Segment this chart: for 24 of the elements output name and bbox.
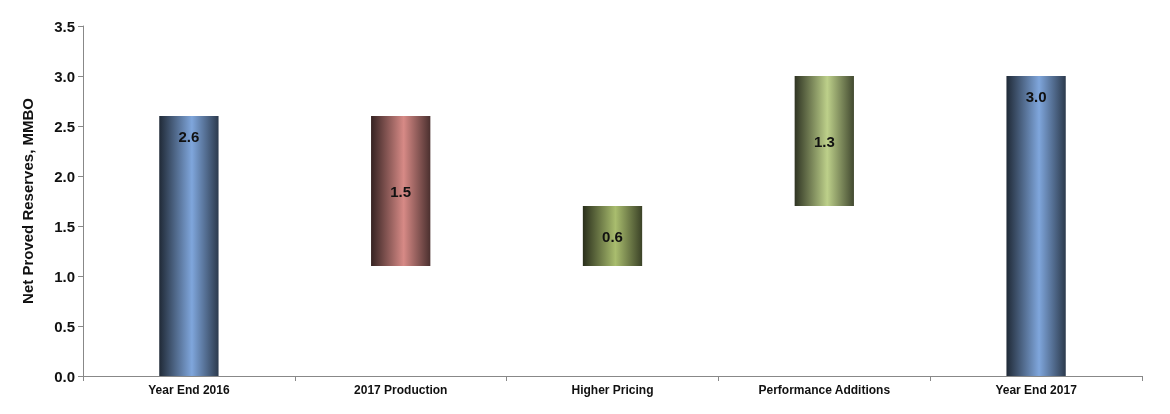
data-label: 2.6 bbox=[178, 127, 200, 145]
data-label: 1.3 bbox=[813, 132, 835, 150]
x-tick-label: 2017 Production bbox=[354, 383, 448, 397]
bar bbox=[371, 116, 431, 266]
y-tick-label: 0.0 bbox=[54, 367, 75, 385]
y-tick-label: 3.5 bbox=[54, 17, 75, 35]
data-label: 0.6 bbox=[602, 227, 623, 245]
y-tick-label: 2.0 bbox=[54, 167, 75, 185]
bar bbox=[582, 206, 643, 266]
x-tick-label: Year End 2017 bbox=[995, 383, 1078, 397]
data-label: 3.0 bbox=[1025, 87, 1047, 105]
y-tick-label: 1.0 bbox=[54, 267, 75, 285]
bar bbox=[1006, 76, 1066, 376]
y-tick-label: 1.5 bbox=[54, 217, 75, 235]
bar bbox=[794, 76, 854, 206]
bar bbox=[159, 116, 219, 376]
y-tick-label: 3.0 bbox=[54, 67, 75, 85]
y-tick-label: 2.5 bbox=[54, 117, 75, 135]
y-axis-title: Net Proved Reserves, MMBO bbox=[19, 97, 36, 304]
x-tick-label: Performance Additions bbox=[758, 383, 891, 397]
data-label: 1.5 bbox=[390, 182, 412, 200]
x-tick-label: Year End 2016 bbox=[148, 383, 230, 397]
y-tick-label: 0.5 bbox=[54, 317, 75, 335]
x-tick-label: Higher Pricing bbox=[571, 383, 654, 397]
